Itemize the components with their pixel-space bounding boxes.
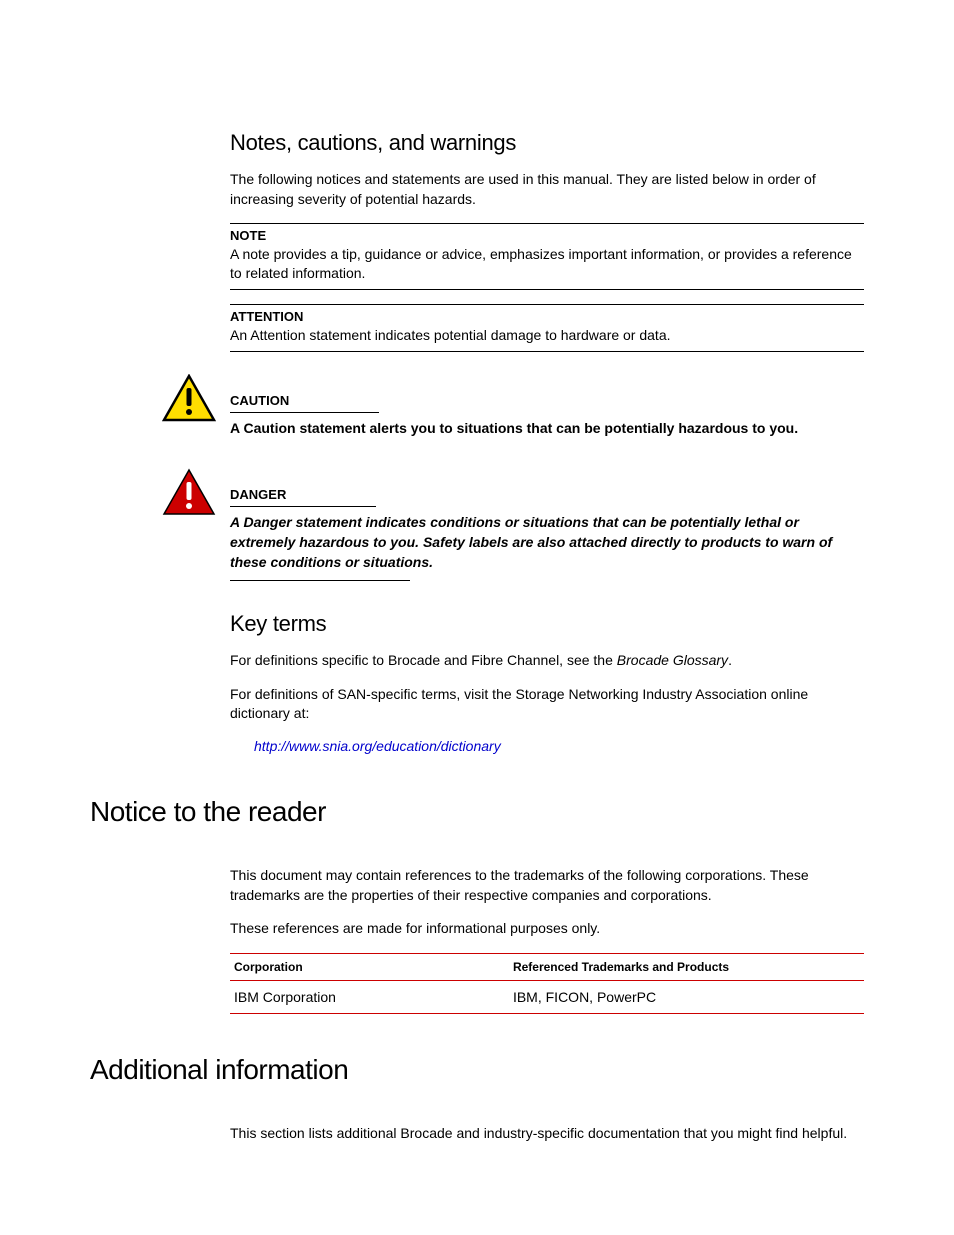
attention-bottom-rule — [230, 351, 864, 352]
danger-label: DANGER — [230, 487, 286, 502]
attention-top-rule — [230, 304, 864, 305]
keyterms-p1-c: . — [728, 652, 732, 668]
table-header-corporation: Corporation — [230, 953, 509, 980]
note-text: A note provides a tip, guidance or advic… — [230, 245, 864, 283]
danger-label-rule: DANGER — [230, 486, 376, 507]
table-row: IBM Corporation IBM, FICON, PowerPC — [230, 980, 864, 1013]
caution-label: CAUTION — [230, 393, 289, 408]
section-heading-keyterms: Key terms — [230, 611, 864, 637]
danger-row: DANGER A Danger statement indicates cond… — [162, 468, 864, 581]
trademark-table: Corporation Referenced Trademarks and Pr… — [230, 953, 864, 1014]
danger-text: A Danger statement indicates conditions … — [230, 513, 864, 572]
attention-text: An Attention statement indicates potenti… — [230, 326, 864, 345]
keyterms-p1: For definitions specific to Brocade and … — [230, 651, 864, 671]
table-header-trademarks: Referenced Trademarks and Products — [509, 953, 864, 980]
section-heading-notice: Notice to the reader — [90, 796, 864, 828]
keyterms-glossary-ref: Brocade Glossary — [617, 652, 728, 668]
caution-row: CAUTION A Caution statement alerts you t… — [162, 374, 864, 439]
notes-intro-text: The following notices and statements are… — [230, 170, 864, 209]
section-heading-notes: Notes, cautions, and warnings — [230, 130, 864, 156]
section-heading-additional: Additional information — [90, 1054, 864, 1086]
note-bottom-rule — [230, 289, 864, 290]
keyterms-p2: For definitions of SAN-specific terms, v… — [230, 685, 864, 724]
danger-bottom-rule — [230, 580, 410, 581]
note-label: NOTE — [230, 228, 864, 243]
table-cell-tm: IBM, FICON, PowerPC — [509, 980, 864, 1013]
table-cell-corp: IBM Corporation — [230, 980, 509, 1013]
keyterms-p1-a: For definitions specific to Brocade and … — [230, 652, 617, 668]
caution-label-rule: CAUTION — [230, 392, 379, 413]
attention-label: ATTENTION — [230, 309, 864, 324]
danger-icon — [162, 468, 216, 516]
additional-p1: This section lists additional Brocade an… — [230, 1124, 864, 1144]
snia-dictionary-link[interactable]: http://www.snia.org/education/dictionary — [254, 738, 501, 754]
caution-icon — [162, 374, 216, 422]
notice-p1: This document may contain references to … — [230, 866, 864, 905]
note-top-rule — [230, 223, 864, 224]
notice-p2: These references are made for informatio… — [230, 919, 864, 939]
caution-text: A Caution statement alerts you to situat… — [230, 419, 864, 439]
